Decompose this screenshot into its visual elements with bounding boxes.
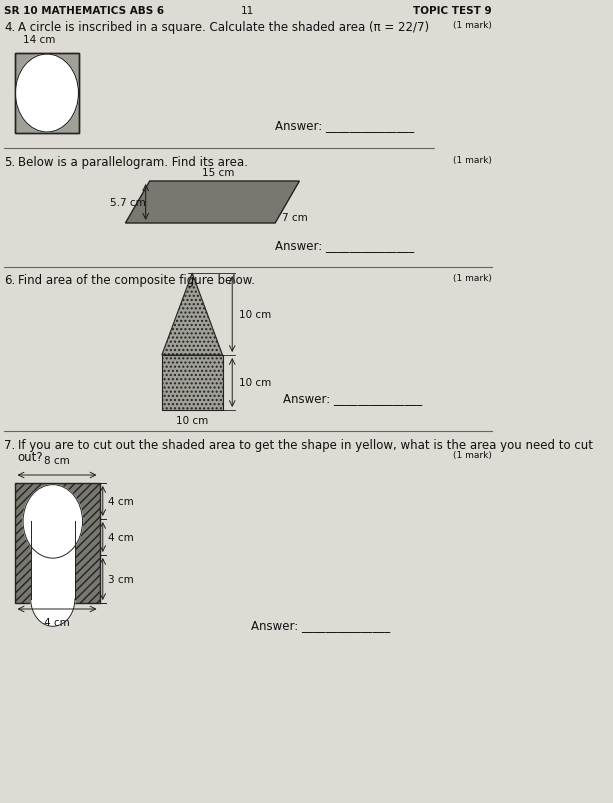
Text: 15 cm: 15 cm: [202, 168, 235, 177]
Text: 10 cm: 10 cm: [176, 415, 208, 426]
Text: (1 mark): (1 mark): [453, 450, 492, 459]
Text: 5.: 5.: [4, 156, 15, 169]
Text: Below is a parallelogram. Find its area.: Below is a parallelogram. Find its area.: [18, 156, 248, 169]
Polygon shape: [126, 181, 299, 224]
Text: (1 mark): (1 mark): [453, 156, 492, 165]
Text: 4 cm: 4 cm: [44, 618, 70, 627]
Bar: [31, 545, 75, 599]
Bar: [15, 54, 79, 134]
Text: 10 cm: 10 cm: [238, 310, 271, 320]
Text: If you are to cut out the shaded area to get the shape in yellow, what is the ar: If you are to cut out the shaded area to…: [18, 438, 593, 451]
Text: TOPIC TEST 9: TOPIC TEST 9: [413, 6, 492, 16]
Bar: [15, 54, 79, 134]
Text: (1 mark): (1 mark): [453, 274, 492, 283]
Text: Answer: _______________: Answer: _______________: [251, 619, 390, 632]
Text: Find area of the composite figure below.: Find area of the composite figure below.: [18, 274, 255, 287]
Text: 4 cm: 4 cm: [108, 532, 134, 542]
Text: 4.: 4.: [4, 21, 15, 34]
Text: out?: out?: [18, 450, 44, 463]
Text: 8 cm: 8 cm: [44, 455, 70, 466]
Bar: [162, 356, 223, 410]
Text: 7.: 7.: [4, 438, 15, 451]
Text: 5.7 cm: 5.7 cm: [110, 198, 146, 208]
Text: 10 cm: 10 cm: [238, 378, 271, 388]
Polygon shape: [162, 274, 223, 356]
Text: SR 10 MATHEMATICS ABS 6: SR 10 MATHEMATICS ABS 6: [4, 6, 164, 16]
Circle shape: [23, 485, 83, 558]
Text: 3 cm: 3 cm: [108, 574, 134, 585]
Text: 7 cm: 7 cm: [281, 213, 307, 222]
Polygon shape: [31, 599, 75, 626]
Circle shape: [15, 55, 78, 132]
Text: (1 mark): (1 mark): [453, 21, 492, 30]
Text: A circle is inscribed in a square. Calculate the shaded area (π = 22/7): A circle is inscribed in a square. Calcu…: [18, 21, 429, 34]
Bar: [31, 522, 75, 560]
Text: Answer: _______________: Answer: _______________: [275, 120, 414, 132]
Text: 6.: 6.: [4, 274, 15, 287]
Text: 11: 11: [241, 6, 254, 16]
Text: 14 cm: 14 cm: [23, 35, 55, 45]
Bar: [15, 483, 99, 603]
Text: Answer: _______________: Answer: _______________: [283, 392, 422, 405]
Text: Answer: _______________: Answer: _______________: [275, 239, 414, 252]
Text: 4 cm: 4 cm: [108, 496, 134, 507]
